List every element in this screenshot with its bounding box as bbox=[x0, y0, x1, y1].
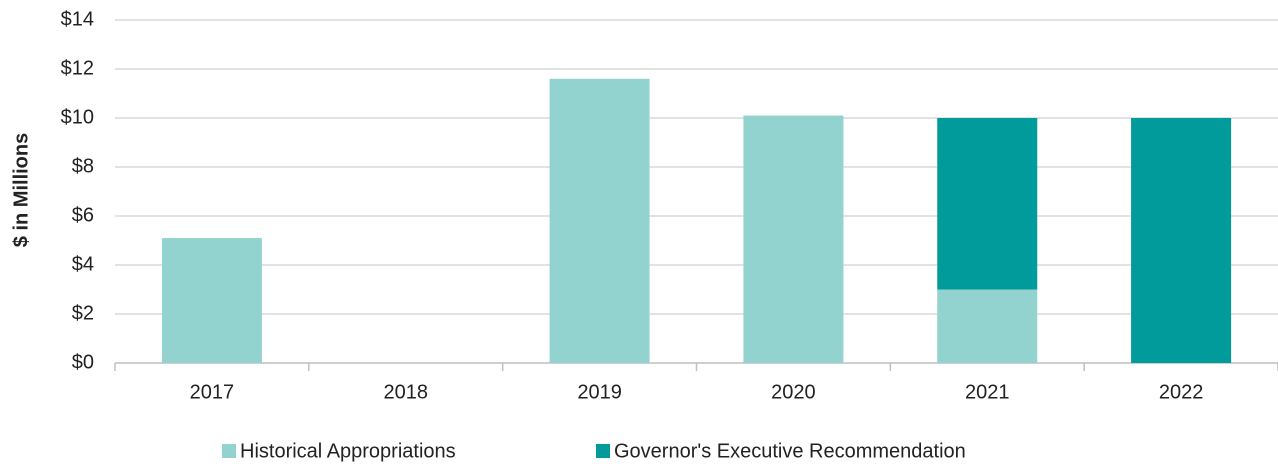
legend-swatch bbox=[222, 444, 236, 458]
x-tick-label: 2020 bbox=[771, 381, 816, 403]
legend-label: Governor's Executive Recommendation bbox=[614, 440, 966, 462]
bar-segment bbox=[549, 78, 650, 364]
bar-segment bbox=[937, 118, 1038, 290]
x-tick-label: 2019 bbox=[577, 381, 622, 403]
bar-segment bbox=[743, 115, 844, 363]
x-tick-label: 2018 bbox=[384, 381, 429, 403]
legend-label: Historical Appropriations bbox=[240, 440, 456, 462]
y-tick-label: $10 bbox=[61, 106, 94, 128]
y-axis-title: $ in Millions bbox=[10, 133, 32, 247]
y-tick-label: $0 bbox=[72, 351, 94, 373]
x-tick-label: 2021 bbox=[965, 381, 1010, 403]
y-tick-label: $8 bbox=[72, 155, 94, 177]
y-tick-label: $12 bbox=[61, 57, 94, 79]
x-tick-label: 2022 bbox=[1159, 381, 1204, 403]
legend-swatch bbox=[596, 444, 610, 458]
x-tick-label: 2017 bbox=[190, 381, 235, 403]
y-tick-label: $2 bbox=[72, 302, 94, 324]
bar-segment bbox=[1131, 118, 1232, 363]
y-tick-label: $4 bbox=[72, 253, 94, 275]
y-tick-label: $6 bbox=[72, 204, 94, 226]
y-tick-label: $14 bbox=[61, 8, 94, 30]
bar-segment bbox=[937, 289, 1038, 363]
bar-segment bbox=[161, 238, 262, 363]
